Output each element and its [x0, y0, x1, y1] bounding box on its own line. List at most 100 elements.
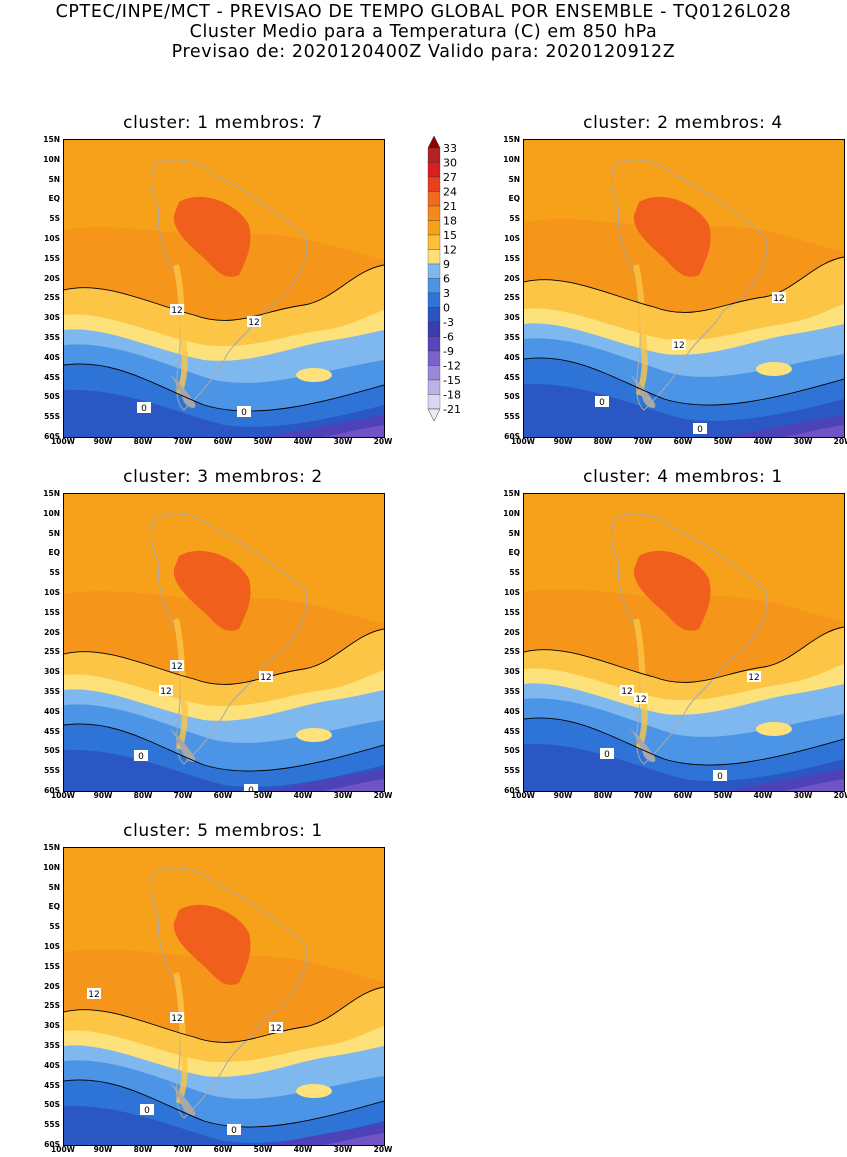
- contour-label-text: 12: [171, 1014, 182, 1024]
- contour-label: 12: [170, 660, 184, 672]
- lon-tick-label: 80W: [133, 1145, 153, 1154]
- lat-tick-label: 60S: [504, 432, 520, 441]
- colorbar-swatch: [427, 176, 441, 192]
- lat-tick-label: 45S: [44, 372, 60, 382]
- contour-label-text: 0: [599, 398, 605, 408]
- continent-outline: [611, 159, 768, 411]
- colorbar-swatch: [427, 263, 441, 279]
- colorbar-swatch: [427, 321, 441, 337]
- lon-tick-label: 20W: [833, 437, 847, 446]
- band-minus-9: [324, 1133, 384, 1145]
- lon-tick-label: 30W: [333, 791, 353, 800]
- lat-tick-label: 20S: [504, 627, 520, 637]
- lat-tick-label: 25S: [504, 647, 520, 657]
- contour-label: 12: [170, 304, 184, 316]
- header-line-2: Cluster Medio para a Temperatura (C) em …: [189, 22, 658, 42]
- contour-label: 0: [237, 406, 251, 418]
- lon-tick-label: 80W: [133, 437, 153, 446]
- lat-tick-label: 20S: [44, 981, 60, 991]
- lon-tick-label: 80W: [133, 791, 153, 800]
- lat-tick-label: 10N: [503, 508, 520, 518]
- continent-outline: [151, 513, 308, 765]
- lon-tick-label: 70W: [633, 791, 653, 800]
- lon-tick-label: 50W: [713, 791, 733, 800]
- lat-tick-label: 10N: [503, 154, 520, 164]
- colorbar-swatch: [427, 278, 441, 294]
- lat-tick-label: 40S: [44, 352, 60, 362]
- lat-tick-label: 25S: [44, 647, 60, 657]
- lat-tick-label: 35S: [44, 687, 60, 696]
- lon-tick-label: 60W: [213, 437, 233, 446]
- lat-tick-label: 15N: [503, 135, 520, 144]
- lon-tick-label: 40W: [753, 791, 773, 800]
- band-minus-3: [64, 389, 384, 437]
- contour-label: 0: [137, 402, 151, 414]
- panel-2-title: cluster: 2 membros: 4: [583, 113, 783, 133]
- patagonia-coast: [164, 1078, 196, 1116]
- lon-tick-label: 20W: [373, 791, 393, 800]
- contour-12: [64, 264, 384, 321]
- lat-tick-label: 35S: [44, 333, 60, 342]
- lat-tick-label: 5S: [509, 214, 520, 224]
- lon-tick-label: 60W: [673, 791, 693, 800]
- colorbar-swatch: [427, 205, 441, 221]
- contour-0: [64, 363, 384, 412]
- header-line-3: Previsao de: 2020120400Z Valido para: 20…: [171, 42, 676, 62]
- lat-tick-label: 35S: [504, 333, 520, 342]
- colorbar-swatch: [427, 249, 441, 265]
- map-panel-cluster-1: 12 12 0 0: [63, 139, 385, 438]
- andes-strip: [173, 264, 188, 396]
- temperature-field: 12 12 0 0: [64, 140, 384, 437]
- contour-label: 12: [269, 1022, 283, 1034]
- lat-tick-label: 50S: [504, 392, 520, 402]
- lat-tick-label: 30S: [504, 313, 520, 323]
- lat-tick-label: 15N: [43, 489, 60, 498]
- lat-tick-label: 5S: [509, 568, 520, 578]
- contour-label-text: 12: [88, 990, 99, 1000]
- lat-tick-label: 35S: [504, 687, 520, 696]
- contour-12: [524, 626, 844, 683]
- colorbar-label: -3: [443, 316, 454, 329]
- lat-tick-label: 5N: [508, 174, 521, 184]
- map-panel-cluster-4: 12 12 12 0 0: [523, 493, 845, 792]
- panel-4-title: cluster: 4 membros: 1: [583, 467, 783, 487]
- continent-outline: [611, 513, 768, 765]
- andes-strip: [173, 618, 188, 750]
- lat-tick-label: 10S: [504, 588, 520, 597]
- lat-tick-label: 10S: [44, 588, 60, 597]
- lon-tick-label: 30W: [793, 437, 813, 446]
- lat-tick-label: 15S: [44, 607, 60, 617]
- lon-tick-label: 20W: [833, 791, 847, 800]
- lat-tick-label: 15N: [43, 135, 60, 144]
- contour-12: [64, 986, 384, 1043]
- contour-label: 12: [87, 988, 101, 1000]
- lat-tick-label: 10S: [504, 234, 520, 243]
- lat-tick-label: 45S: [504, 726, 520, 736]
- lat-tick-label: 55S: [504, 412, 520, 422]
- lat-tick-label: 15S: [44, 961, 60, 971]
- colorbar-label: 12: [443, 244, 457, 257]
- contour-label-text: 12: [773, 294, 784, 304]
- colorbar-label: 30: [443, 157, 457, 170]
- lat-tick-label: 55S: [44, 766, 60, 776]
- lat-tick-label: 55S: [44, 412, 60, 422]
- warm-blob: [756, 362, 792, 376]
- lon-tick-label: 90W: [553, 791, 573, 800]
- lat-tick-label: 5S: [49, 568, 60, 578]
- colorbar-label: 18: [443, 215, 457, 228]
- lon-tick-label: 80W: [593, 437, 613, 446]
- colorbar-swatch: [427, 147, 441, 163]
- lat-tick-label: 10N: [43, 862, 60, 872]
- contour-label-text: 12: [621, 687, 632, 697]
- lon-tick-label: 40W: [293, 437, 313, 446]
- contour-label-text: 12: [673, 341, 684, 351]
- colorbar-label: -15: [443, 374, 461, 387]
- contour-label: 12: [170, 1012, 184, 1024]
- lat-tick-label: 45S: [44, 726, 60, 736]
- lon-tick-label: 100W: [511, 437, 535, 446]
- lat-tick-label: 25S: [44, 293, 60, 303]
- lat-tick-label: EQ: [48, 194, 61, 204]
- lat-tick-label: 50S: [44, 1100, 60, 1110]
